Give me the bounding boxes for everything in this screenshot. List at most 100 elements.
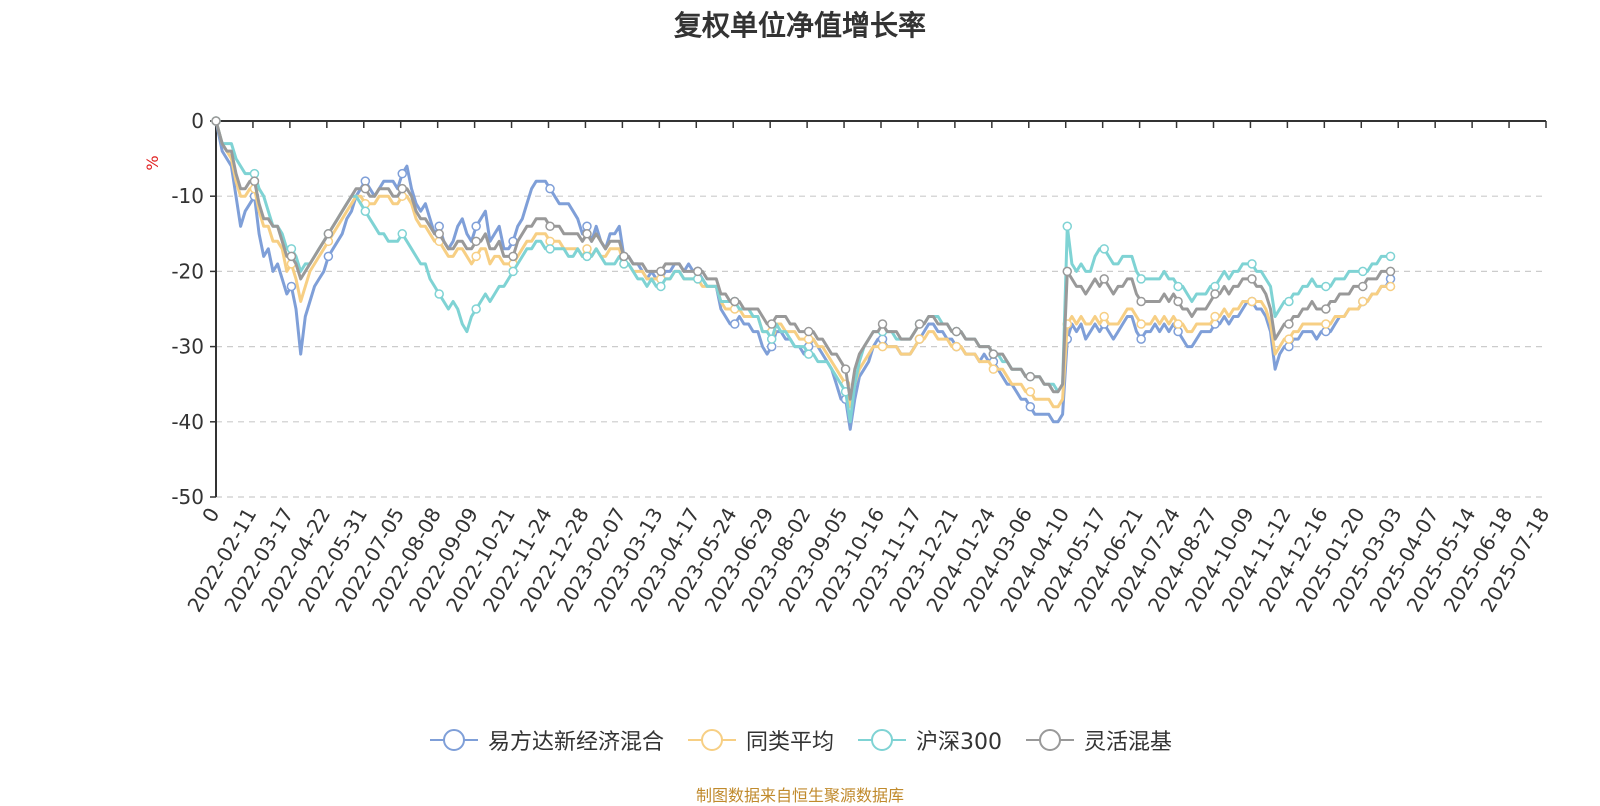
chart-title: 复权单位净值增长率: [673, 9, 926, 42]
legend-circle-4: [1039, 729, 1061, 751]
series-4-point: [323, 229, 334, 239]
series-3-point: [656, 281, 666, 292]
series-4-point: [211, 116, 221, 126]
series-4-point: [877, 319, 888, 329]
series-3-point: [397, 229, 408, 239]
legend-marker-2: [687, 729, 736, 751]
series-4-point: [508, 251, 518, 262]
series-4-point: [1136, 296, 1146, 307]
legend-item-series-4[interactable]: 灵活混基: [1024, 724, 1172, 756]
series-1-point: [1136, 334, 1146, 344]
series-2-point: [1358, 296, 1368, 307]
series-2-point: [1136, 319, 1146, 329]
series-3-point: [360, 206, 371, 216]
legend-label-1: 易方达新经济混合: [487, 730, 664, 755]
series-4-point: [1062, 266, 1073, 277]
series-4-point: [619, 251, 629, 262]
series-4-point: [1321, 304, 1331, 314]
series-1-point: [730, 319, 740, 329]
series-2-point: [1284, 334, 1294, 344]
series-2-point: [1173, 319, 1183, 329]
series-4-point: [988, 349, 999, 359]
series-2-point: [1385, 281, 1396, 292]
series-2-point: [877, 341, 888, 352]
series-1-point: [323, 251, 334, 262]
series-4-point: [914, 319, 925, 329]
series-2-point: [1025, 386, 1036, 397]
series-line-1: [214, 120, 1392, 431]
y-tick-label-1: -10: [171, 184, 204, 208]
series-line-2: [214, 120, 1391, 409]
series-4-point: [1210, 289, 1220, 299]
series-4-point: [656, 266, 666, 277]
series-4-point: [1025, 371, 1036, 382]
series-4-point: [434, 229, 444, 239]
series-2-point: [988, 364, 999, 374]
series-4-point: [397, 183, 408, 194]
series-4-point: [1099, 274, 1109, 284]
series-4-point: [766, 319, 777, 329]
series-1-point: [545, 183, 555, 194]
series-3-point: [766, 334, 777, 344]
series-3-point: [1321, 281, 1331, 292]
series-2-point: [471, 251, 481, 262]
series-3-point: [1284, 296, 1294, 307]
series-3-point: [1062, 221, 1073, 232]
series-3-point: [1358, 266, 1368, 277]
series-4-point: [1385, 266, 1396, 277]
series-3-point: [1247, 259, 1257, 269]
y-tick-label-0: 0: [191, 109, 204, 133]
series-4-point: [545, 221, 555, 232]
series-line-3: [214, 120, 1391, 424]
legend-marker-3: [858, 729, 906, 751]
y-tick-label-3: -30: [171, 335, 204, 359]
series-3-point: [1136, 274, 1146, 284]
series-4-point: [249, 176, 260, 186]
series-4-point: [1358, 281, 1368, 292]
series-1-point: [397, 168, 408, 179]
y-tick-label-2: -20: [171, 259, 204, 283]
series-4-point: [1173, 296, 1183, 307]
series-4-point: [693, 266, 703, 277]
legend-label-2: 同类平均: [745, 730, 834, 755]
legend-item-series-3[interactable]: 沪深300: [856, 724, 1002, 756]
series-4-point: [471, 236, 481, 247]
y-axis-label: %: [143, 155, 162, 170]
legend-label-3: 沪深300: [916, 730, 1002, 755]
legend-circle-3: [871, 729, 893, 751]
series-4-point: [286, 251, 297, 262]
series-4-point: [730, 296, 740, 307]
series-3-point: [582, 251, 592, 262]
legend-marker-4: [1026, 729, 1074, 751]
series-line-4: [214, 120, 1391, 401]
series-3-point: [471, 304, 481, 314]
legend-item-series-2[interactable]: 同类平均: [686, 724, 834, 756]
chart-legend: 易方达新经济混合 同类平均 沪深300 灵活混基: [0, 724, 1600, 756]
legend-circle-1: [442, 729, 465, 751]
series-1-point: [1025, 402, 1036, 412]
y-tick-label-4: -40: [171, 410, 204, 434]
series-3-point: [803, 349, 814, 359]
legend-marker-1: [429, 729, 478, 751]
series-1-point: [286, 281, 297, 292]
legend-item-series-1[interactable]: 易方达新经济混合: [428, 724, 664, 756]
series-2-point: [1210, 311, 1220, 322]
series-2-point: [951, 341, 962, 352]
y-tick-label-5: -50: [171, 485, 204, 509]
series-4-point: [803, 326, 814, 337]
series-3-point: [434, 289, 444, 299]
series-4-point: [1247, 274, 1257, 284]
series-3-point: [1099, 244, 1109, 254]
series-3-point: [1173, 281, 1183, 292]
series-4-point: [1284, 319, 1294, 329]
series-4-point: [582, 229, 592, 239]
series-4-point: [360, 183, 371, 194]
legend-label-4: 灵活混基: [1084, 730, 1173, 755]
legend-circle-2: [700, 729, 723, 751]
series-3-point: [1385, 251, 1396, 262]
series-1-point: [471, 221, 481, 232]
data-source-note: 制图数据来自恒生聚源数据库: [695, 786, 904, 805]
x-tick-label-0: 0: [197, 504, 224, 527]
series-2-point: [914, 334, 925, 344]
